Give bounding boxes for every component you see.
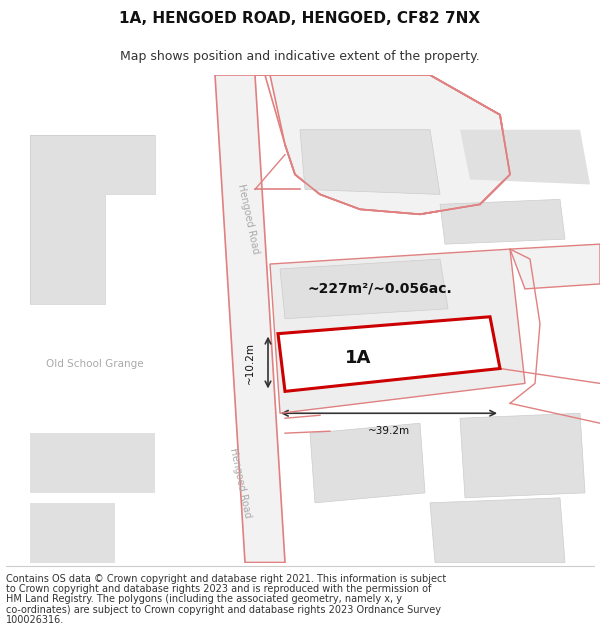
Polygon shape bbox=[278, 317, 500, 391]
Polygon shape bbox=[440, 199, 565, 244]
Polygon shape bbox=[30, 433, 155, 493]
Text: 100026316.: 100026316. bbox=[6, 615, 64, 625]
Polygon shape bbox=[30, 135, 155, 304]
Polygon shape bbox=[215, 75, 285, 562]
Polygon shape bbox=[300, 130, 440, 194]
Text: 1A: 1A bbox=[345, 349, 371, 366]
Polygon shape bbox=[255, 75, 510, 214]
Text: ~10.2m: ~10.2m bbox=[245, 341, 255, 384]
Text: Map shows position and indicative extent of the property.: Map shows position and indicative extent… bbox=[120, 50, 480, 62]
Text: ~227m²/~0.056ac.: ~227m²/~0.056ac. bbox=[308, 282, 452, 296]
Text: Old School Grange: Old School Grange bbox=[46, 359, 144, 369]
Polygon shape bbox=[270, 249, 525, 413]
Polygon shape bbox=[460, 130, 590, 184]
Polygon shape bbox=[510, 244, 600, 289]
Text: Hengoed Road: Hengoed Road bbox=[236, 183, 260, 255]
Text: Hengoed Road: Hengoed Road bbox=[227, 447, 253, 519]
Text: co-ordinates) are subject to Crown copyright and database rights 2023 Ordnance S: co-ordinates) are subject to Crown copyr… bbox=[6, 605, 441, 615]
Polygon shape bbox=[30, 503, 115, 562]
Polygon shape bbox=[430, 498, 565, 562]
Text: ~39.2m: ~39.2m bbox=[368, 426, 410, 436]
Polygon shape bbox=[280, 259, 448, 319]
Text: 1A, HENGOED ROAD, HENGOED, CF82 7NX: 1A, HENGOED ROAD, HENGOED, CF82 7NX bbox=[119, 11, 481, 26]
Polygon shape bbox=[310, 423, 425, 503]
Polygon shape bbox=[460, 413, 585, 498]
Text: to Crown copyright and database rights 2023 and is reproduced with the permissio: to Crown copyright and database rights 2… bbox=[6, 584, 431, 594]
Text: HM Land Registry. The polygons (including the associated geometry, namely x, y: HM Land Registry. The polygons (includin… bbox=[6, 594, 402, 604]
Text: Contains OS data © Crown copyright and database right 2021. This information is : Contains OS data © Crown copyright and d… bbox=[6, 574, 446, 584]
